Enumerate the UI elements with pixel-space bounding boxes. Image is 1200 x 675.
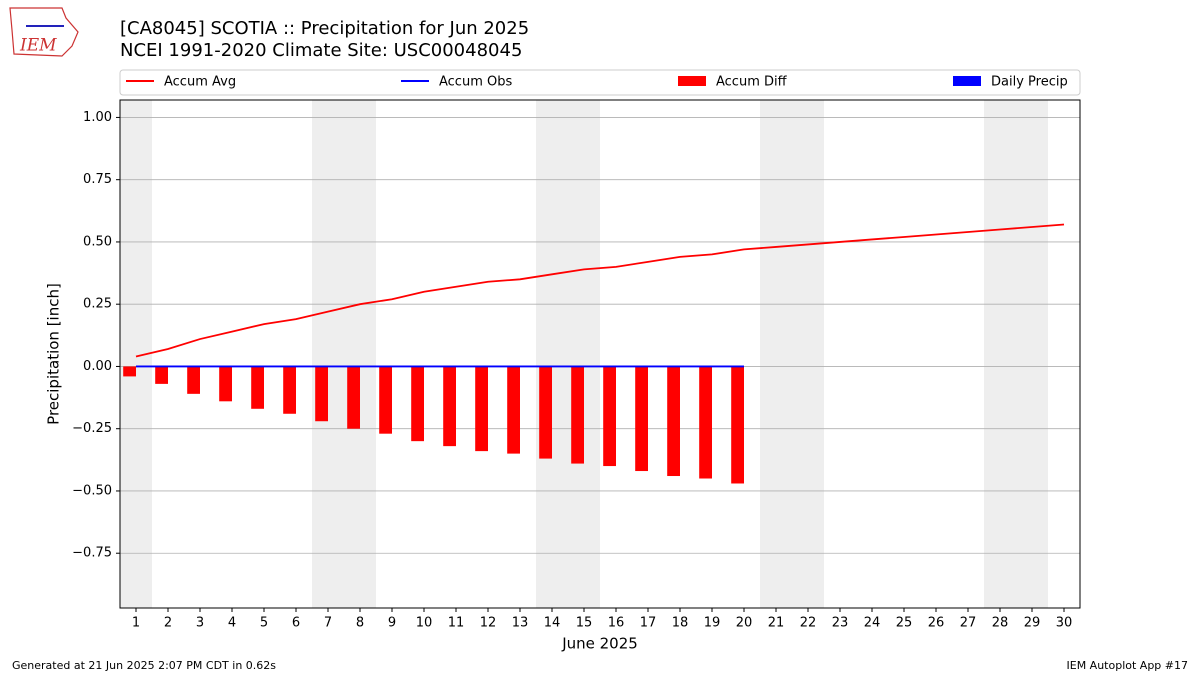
x-tick-label: 26 (928, 616, 945, 631)
x-tick-label: 29 (1024, 616, 1041, 631)
y-tick-label: −0.25 (72, 421, 112, 436)
x-tick-label: 25 (896, 616, 913, 631)
bar (347, 366, 360, 429)
x-tick-label: 22 (800, 616, 817, 631)
x-tick-label: 16 (608, 616, 625, 631)
x-tick-label: 1 (132, 616, 140, 631)
bar (443, 366, 456, 447)
bar (571, 366, 584, 464)
bar (283, 366, 296, 414)
weekend-shade (984, 100, 1016, 608)
x-tick-label: 10 (416, 616, 433, 631)
legend-swatch (953, 76, 981, 86)
bar (123, 366, 136, 377)
y-axis-label: Precipitation [inch] (45, 283, 63, 425)
legend-label: Accum Diff (716, 75, 788, 90)
legend-label: Daily Precip (991, 75, 1068, 90)
x-tick-label: 30 (1056, 616, 1073, 631)
bar (507, 366, 520, 454)
logo-outline (9, 7, 79, 57)
footer-right: IEM Autoplot App #17 (1067, 659, 1189, 672)
weekend-shade (792, 100, 824, 608)
x-tick-label: 21 (768, 616, 785, 631)
y-tick-label: 0.25 (83, 297, 112, 312)
y-tick-label: −0.50 (72, 483, 112, 498)
weekend-shade (568, 100, 600, 608)
weekend-shade (1016, 100, 1048, 608)
legend-swatch (678, 76, 706, 86)
weekend-shade (312, 100, 344, 608)
bar (731, 366, 744, 484)
x-tick-label: 4 (228, 616, 236, 631)
plot-frame (119, 99, 1081, 609)
x-tick-label: 27 (960, 616, 977, 631)
x-tick-label: 15 (576, 616, 593, 631)
bar (475, 366, 488, 452)
x-tick-label: 23 (832, 616, 849, 631)
bar (155, 366, 168, 384)
x-tick-label: 11 (448, 616, 465, 631)
bar (667, 366, 680, 477)
x-tick-label: 17 (640, 616, 657, 631)
bar (539, 366, 552, 459)
legend-box (119, 69, 1081, 96)
line (135, 223, 1065, 358)
bar (699, 366, 712, 479)
y-tick-label: 0.50 (83, 234, 112, 249)
weekend-shade (536, 100, 568, 608)
x-tick-label: 12 (480, 616, 497, 631)
chart-title: [CA8045] SCOTIA :: Precipitation for Jun… (120, 18, 529, 39)
bar (379, 366, 392, 434)
footer-left: Generated at 21 Jun 2025 2:07 PM CDT in … (12, 659, 276, 672)
x-tick-label: 19 (704, 616, 721, 631)
x-tick-label: 6 (292, 616, 300, 631)
y-tick-label: 1.00 (83, 110, 112, 125)
x-tick-label: 8 (356, 616, 364, 631)
bar (411, 366, 424, 442)
legend-label: Accum Avg (164, 75, 236, 90)
logo: IEM (9, 7, 79, 57)
x-tick-label: 28 (992, 616, 1009, 631)
logo-text: IEM (19, 36, 57, 56)
bar (603, 366, 616, 467)
x-tick-label: 7 (324, 616, 332, 631)
legend-label: Accum Obs (439, 75, 512, 90)
x-tick-label: 14 (544, 616, 561, 631)
x-axis-label: June 2025 (561, 635, 638, 653)
x-tick-label: 20 (736, 616, 753, 631)
bar (187, 366, 200, 394)
weekend-shade (344, 100, 376, 608)
y-tick-label: 0.00 (83, 359, 112, 374)
x-tick-label: 2 (164, 616, 172, 631)
x-tick-label: 24 (864, 616, 881, 631)
x-tick-label: 18 (672, 616, 689, 631)
chart-subtitle: NCEI 1991-2020 Climate Site: USC00048045 (120, 40, 522, 61)
weekend-shade (760, 100, 792, 608)
bar (219, 366, 232, 402)
x-tick-label: 13 (512, 616, 529, 631)
y-tick-label: 0.75 (83, 172, 112, 187)
bar (251, 366, 264, 409)
x-tick-label: 9 (388, 616, 396, 631)
x-tick-label: 5 (260, 616, 268, 631)
x-tick-label: 3 (196, 616, 204, 631)
bar (635, 366, 648, 472)
y-tick-label: −0.75 (72, 546, 112, 561)
bar (315, 366, 328, 422)
